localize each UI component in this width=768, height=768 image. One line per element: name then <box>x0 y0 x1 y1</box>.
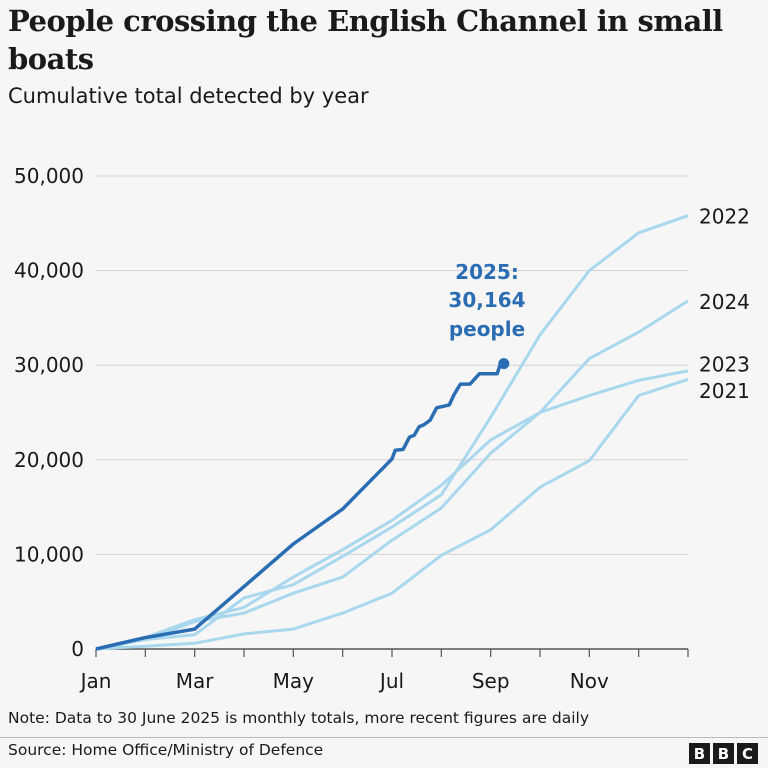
y-tick-label: 40,000 <box>14 259 84 283</box>
annotation-text: 2025: <box>455 260 519 284</box>
series-end-marker-2025 <box>498 358 510 370</box>
y-tick-label: 10,000 <box>14 542 84 566</box>
series-label-2021: 2021 <box>699 379 750 403</box>
x-tick-label: Nov <box>570 669 609 693</box>
series-label-2023: 2023 <box>699 352 750 376</box>
series-line-2021 <box>95 377 689 651</box>
footer-divider <box>0 737 768 738</box>
annotation-text: 30,164 <box>448 288 525 312</box>
x-tick-label: Jul <box>378 669 404 693</box>
x-tick-label: Sep <box>472 669 510 693</box>
annotation-text: people <box>449 317 525 341</box>
series-line-2022 <box>95 214 689 651</box>
chart-subtitle: Cumulative total detected by year <box>8 84 369 108</box>
series-label-2022: 2022 <box>699 205 750 229</box>
series-line-2024 <box>95 299 689 651</box>
series-line-2025 <box>95 361 504 651</box>
y-tick-label: 0 <box>71 637 84 661</box>
chart-title: People crossing the English Channel in s… <box>8 4 723 76</box>
x-tick-label: Mar <box>176 669 215 693</box>
series-line-2023 <box>95 369 689 651</box>
x-tick-label: Jan <box>79 669 112 693</box>
logo-letter: C <box>737 743 758 764</box>
y-tick-label: 50,000 <box>14 164 84 188</box>
series-label-2024: 2024 <box>699 290 750 314</box>
x-tick-label: May <box>273 669 315 693</box>
y-tick-label: 30,000 <box>14 353 84 377</box>
logo-letter: B <box>713 743 734 764</box>
y-tick-label: 20,000 <box>14 448 84 472</box>
chart-source: Source: Home Office/Ministry of Defence <box>8 741 324 759</box>
chart-note: Note: Data to 30 June 2025 is monthly to… <box>8 709 590 727</box>
logo-letter: B <box>689 743 710 764</box>
